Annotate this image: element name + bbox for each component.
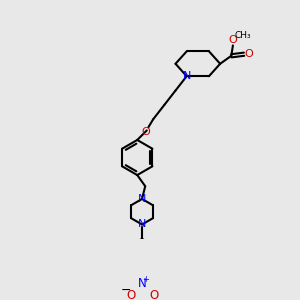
Text: +: +: [142, 275, 149, 284]
Text: O: O: [244, 49, 253, 59]
Text: CH₃: CH₃: [234, 32, 251, 40]
Text: −: −: [121, 284, 131, 297]
Text: N: N: [138, 220, 146, 230]
Text: O: O: [149, 289, 159, 300]
Text: N: N: [182, 71, 191, 81]
Text: N: N: [138, 194, 146, 204]
Text: N: N: [138, 277, 146, 290]
Text: O: O: [142, 127, 150, 137]
Text: O: O: [229, 35, 237, 45]
Text: O: O: [126, 289, 136, 300]
